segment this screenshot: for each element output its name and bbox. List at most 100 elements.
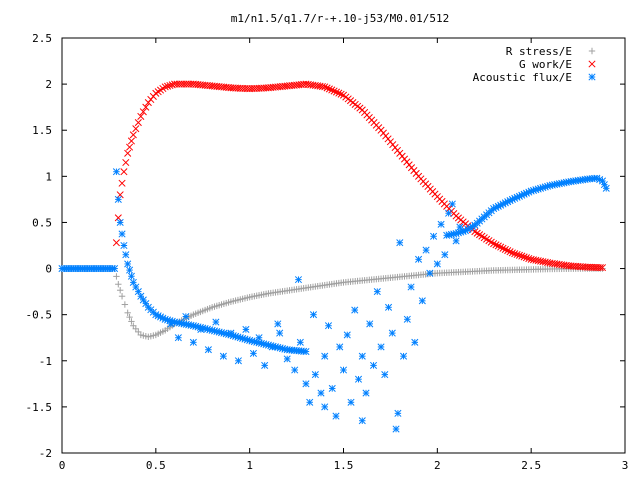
data-point <box>452 237 460 245</box>
data-point <box>494 242 502 250</box>
data-point <box>445 209 453 217</box>
data-point <box>599 265 606 272</box>
data-point <box>407 283 415 291</box>
data-point <box>321 83 329 91</box>
data-point <box>302 348 310 356</box>
data-point <box>328 384 336 392</box>
data-point <box>309 311 318 319</box>
data-point <box>139 296 147 304</box>
data-point <box>174 334 182 342</box>
data-point <box>377 343 385 351</box>
data-point <box>336 343 344 351</box>
data-point <box>494 202 502 210</box>
data-point <box>381 371 389 379</box>
data-point <box>126 143 134 151</box>
legend-label: Acoustic flux/E <box>473 71 572 84</box>
series-2 <box>58 168 610 433</box>
data-point <box>120 241 128 250</box>
data-point <box>294 276 303 284</box>
data-point <box>411 338 419 346</box>
data-point <box>318 82 326 91</box>
data-point <box>513 250 521 259</box>
data-point <box>137 292 145 300</box>
data-point <box>116 287 124 294</box>
data-point <box>351 306 359 314</box>
data-point <box>321 352 329 360</box>
data-point <box>302 380 310 388</box>
data-point <box>317 389 325 397</box>
data-point <box>118 293 126 300</box>
chart-title: m1/n1.5/q1.7/r-+.10-j53/M0.01/512 <box>231 12 450 25</box>
data-point <box>394 409 402 417</box>
data-point <box>112 239 120 247</box>
y-tick-label: -1 <box>39 355 52 368</box>
data-point <box>306 398 314 406</box>
data-point <box>525 254 533 263</box>
data-point <box>139 108 147 116</box>
data-point <box>189 338 197 346</box>
data-point <box>433 260 441 268</box>
data-point <box>166 81 174 90</box>
data-point <box>430 232 438 240</box>
data-point <box>112 168 120 176</box>
data-point <box>124 149 132 157</box>
data-point <box>347 398 355 406</box>
data-point <box>234 357 242 365</box>
data-point <box>448 200 456 208</box>
data-point <box>506 248 514 256</box>
data-point <box>396 239 404 247</box>
data-point <box>501 245 509 253</box>
data-point <box>197 325 205 333</box>
data-point <box>121 301 129 308</box>
data-point <box>129 131 137 139</box>
data-point <box>122 158 130 167</box>
data-point <box>321 403 329 411</box>
data-point <box>134 118 142 127</box>
data-point <box>497 243 505 251</box>
data-point <box>113 273 120 280</box>
data-point <box>358 417 366 425</box>
legend-marker <box>588 73 596 81</box>
data-point <box>132 125 140 133</box>
y-tick-label: -2 <box>39 447 52 460</box>
data-point <box>261 361 269 369</box>
data-point <box>418 297 426 305</box>
data-point <box>518 252 526 260</box>
data-point <box>515 251 523 259</box>
data-point <box>128 318 135 325</box>
data-point <box>328 86 336 94</box>
data-point <box>335 89 343 97</box>
data-point <box>508 249 516 257</box>
data-point <box>126 313 133 321</box>
x-tick-label: 1.5 <box>334 459 354 472</box>
x-tick-label: 1 <box>246 459 253 472</box>
data-point <box>373 288 381 296</box>
data-point <box>362 389 370 397</box>
y-tick-label: -1.5 <box>26 401 53 414</box>
series-layer <box>58 80 610 433</box>
data-point <box>120 168 128 176</box>
data-point <box>337 90 345 98</box>
x-tick-label: 0 <box>59 459 66 472</box>
data-point <box>415 255 423 263</box>
data-point <box>358 352 366 360</box>
axis-ticks: 0 0.5 1 1.5 2 2.5 3 -2 -1.5 -1 -0.5 0 0.5 1 1.5 2 2.5 <box>26 32 629 472</box>
data-point <box>522 254 531 262</box>
data-point <box>492 241 500 249</box>
data-point <box>114 195 122 203</box>
data-point <box>127 272 135 280</box>
y-tick-label: 2 <box>45 78 52 91</box>
data-point <box>520 253 528 261</box>
y-tick-label: 2.5 <box>32 32 52 45</box>
data-point <box>296 338 304 346</box>
data-point <box>249 349 257 357</box>
data-point <box>167 320 175 328</box>
data-point <box>118 179 126 187</box>
data-point <box>124 309 131 317</box>
legend-marker <box>588 47 596 55</box>
data-point <box>403 315 411 323</box>
data-point <box>332 88 341 96</box>
data-point <box>274 320 282 328</box>
